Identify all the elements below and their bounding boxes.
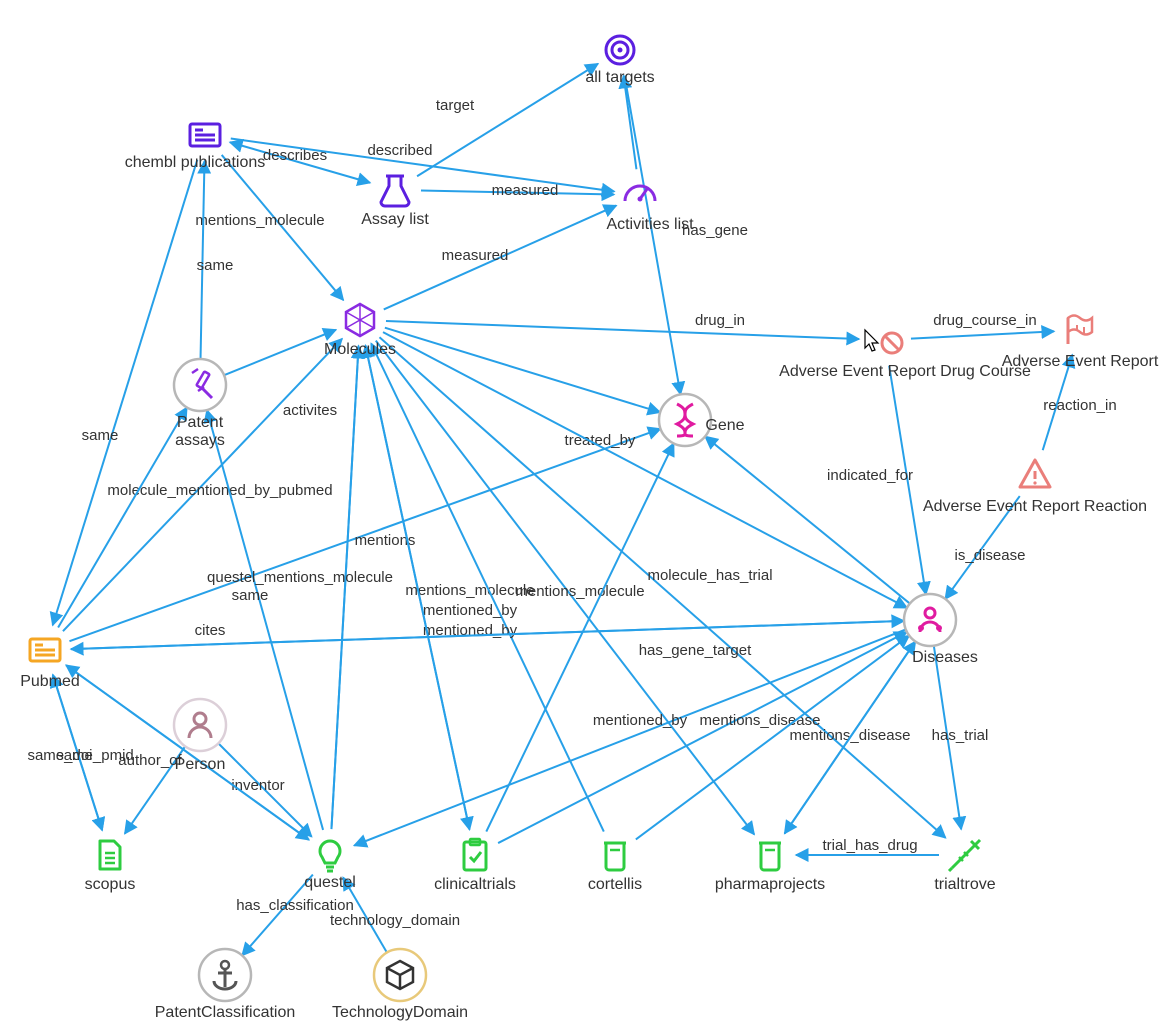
edge-label: activites [283,402,337,419]
node-cortellis[interactable]: cortellis [588,843,642,893]
node-label: TechnologyDomain [332,1004,468,1021]
node-label: Adverse Event Report [1002,353,1159,370]
node-label: pharmaprojects [715,876,825,893]
edge [385,328,660,413]
node-label: Pubmed [20,673,80,690]
node-label: clinicaltrials [434,876,516,893]
node-label: Gene [705,417,744,434]
node-label: cortellis [588,876,642,893]
node-pubmed[interactable]: Pubmed [20,639,80,690]
node-label: Person [175,756,226,773]
gauge-icon [625,186,655,202]
edge-label: described [367,142,432,159]
bulb-icon [320,841,340,871]
edge-label: indicated_for [827,467,913,484]
node-label: Activities list [606,216,694,233]
edge-label: is_disease [955,547,1026,564]
network-graph: targetdescribesmeasureddescribedmeasured… [0,0,1170,1024]
node-label: Assay list [361,211,429,228]
edge [417,64,598,177]
syringe-icon [949,840,980,871]
edge [224,330,336,375]
node-label: Molecules [324,341,396,358]
hex-icon [346,304,374,336]
edge-label: has_gene_target [639,642,752,659]
node-diseases[interactable]: Diseases [904,594,978,666]
node-person[interactable]: Person [174,699,226,773]
node-trialtrove[interactable]: trialtrove [934,840,995,893]
node-label: PatentClassification [155,1004,296,1021]
edge-label: same [197,257,234,274]
node-gene[interactable]: Gene [659,394,745,446]
edge-label: mentions_molecule [515,583,644,600]
node-all_targets[interactable]: all targets [585,36,654,86]
node-patentclass[interactable]: PatentClassification [155,949,296,1021]
edge [624,76,680,395]
edge-label: mentions_molecule [195,212,324,229]
jar-icon [604,843,626,870]
nodes-layer: all targets chembl publications Assay list… [20,36,1159,1021]
edge-label: drug_course_in [933,312,1036,329]
node-scopus[interactable]: scopus [85,841,136,893]
edge-label: measured [492,182,559,199]
edge-label: mentions_disease [790,727,911,744]
edge-label: cites [195,622,226,639]
edge-label: mentioned_by [593,712,688,729]
edge-label: same [232,587,269,604]
flask-icon [381,176,409,206]
edge-label: mentioned_by [423,602,518,619]
edge-label: same [82,427,119,444]
edge [242,875,313,956]
node-label: Adverse Event Report Drug Course [779,363,1031,380]
node-chembl_pub[interactable]: chembl publications [125,124,266,171]
edge-label: drug_in [695,312,745,329]
node-label: questel [304,874,356,891]
node-questel[interactable]: questel [304,841,356,891]
edge-label: trial_has_drug [822,837,917,854]
node-patent[interactable]: Patentassays [174,359,226,449]
novector-icon [882,333,902,353]
cursor-icon [865,330,878,351]
edge-label: questel_mentions_molecule [207,569,393,586]
node-aerr[interactable]: Adverse Event Report Reaction [923,460,1147,515]
news-icon [190,124,220,146]
node-label: Diseases [912,649,978,666]
node-label: Patent [177,414,224,431]
node-label: all targets [585,69,654,86]
node-pharmaprojects[interactable]: pharmaprojects [715,843,825,893]
edge-label: inventor [231,777,284,794]
edge-label: reaction_in [1043,397,1116,414]
node-label: scopus [85,876,136,893]
edge [911,331,1054,338]
edge-label: target [436,97,475,114]
edge [624,76,637,169]
node-activities[interactable]: Activities list [606,186,694,233]
jar-icon [759,843,781,870]
node-aedc[interactable]: Adverse Event Report Drug Course [779,333,1031,380]
clipboard-icon [464,839,486,870]
edge [386,321,859,339]
node-techdomain[interactable]: TechnologyDomain [332,949,468,1021]
flag-icon [1068,316,1092,345]
edge-label: molecule_has_trial [647,567,772,584]
doc-icon [100,841,120,869]
node-assay[interactable]: Assay list [361,176,429,228]
node-label: Adverse Event Report Reaction [923,498,1147,515]
edge [58,407,187,627]
node-label: chembl publications [125,154,266,171]
node-clinicaltrials[interactable]: clinicaltrials [434,839,516,893]
edge-label: measured [442,247,509,264]
edge-label: has_trial [932,727,989,744]
news-icon [30,639,60,661]
node-label: trialtrove [934,876,995,893]
target-icon [606,36,634,64]
warn-icon [1020,460,1050,487]
node-label: assays [175,432,225,449]
edge-label: technology_domain [330,912,460,929]
edge-label: author_of [118,752,182,769]
